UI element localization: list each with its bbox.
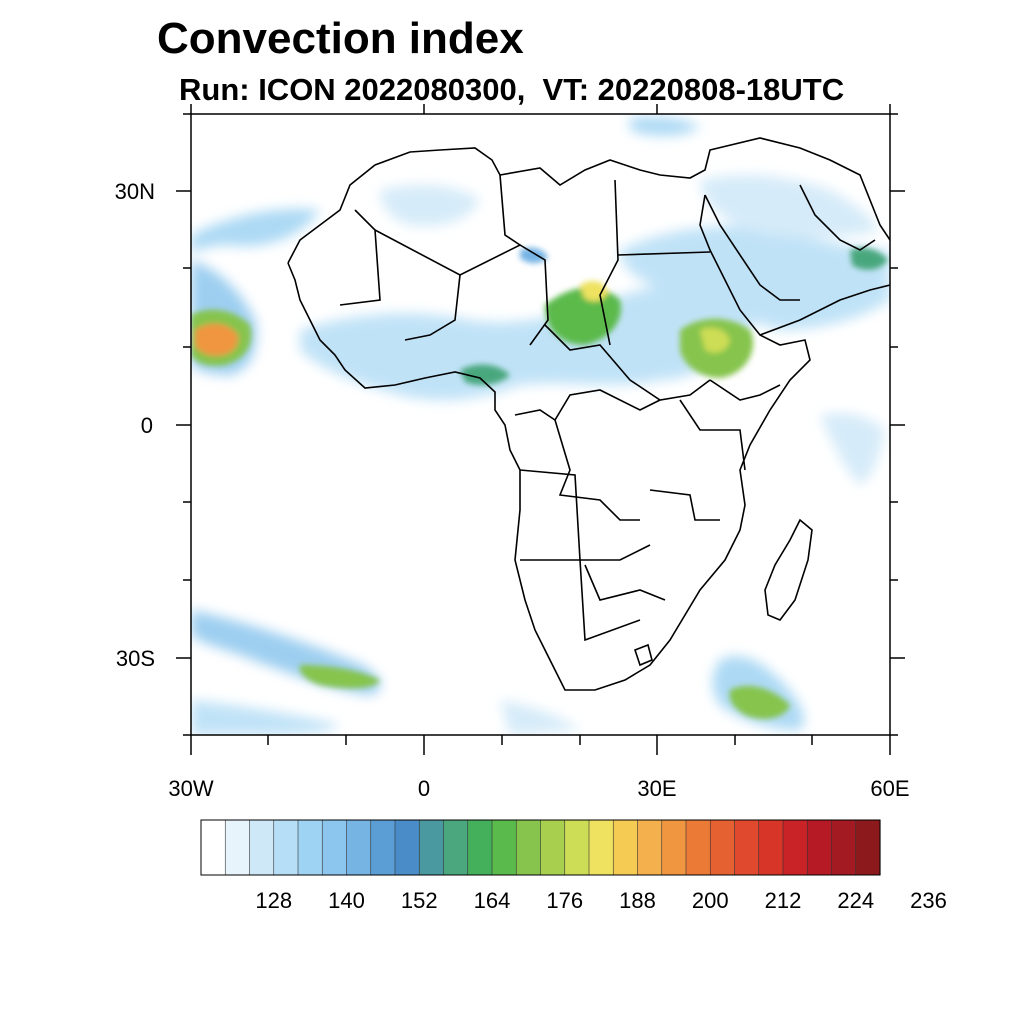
colorbar-swatch bbox=[855, 819, 881, 876]
convection-field bbox=[191, 116, 890, 735]
colorbar-tick-label: 212 bbox=[764, 888, 802, 913]
colorbar-tick-label: 236 bbox=[910, 888, 947, 913]
colorbar-tick-label: 152 bbox=[400, 888, 438, 913]
colorbar-swatch bbox=[370, 819, 396, 876]
colorbar-swatch bbox=[806, 819, 833, 876]
colorbar-swatch bbox=[249, 819, 275, 876]
colorbar-swatch bbox=[346, 819, 372, 876]
colorbar-swatch bbox=[540, 819, 566, 876]
colorbar-tick-label: 224 bbox=[837, 888, 875, 913]
colorbar-swatch bbox=[612, 819, 639, 876]
colorbar-swatch bbox=[394, 819, 420, 876]
colorbar-swatch bbox=[661, 819, 687, 876]
plot-title: Convection index bbox=[157, 14, 524, 63]
colorbar-swatch bbox=[224, 819, 251, 876]
colorbar-swatch bbox=[200, 819, 226, 876]
colorbar-outline bbox=[200, 819, 881, 876]
lon-label-60e: 60E bbox=[870, 776, 910, 801]
colorbar-tick-label: 128 bbox=[255, 888, 293, 913]
colorbar-swatch bbox=[491, 819, 517, 876]
colorbar-tick-label: 200 bbox=[691, 888, 729, 913]
colorbar-tick-label: 188 bbox=[619, 888, 656, 913]
colorbar-swatch bbox=[637, 819, 663, 876]
colorbar-tick-label: 164 bbox=[473, 888, 511, 913]
colorbar-tick-label: 140 bbox=[328, 888, 365, 913]
plot-subtitle: Run: ICON 2022080300, VT: 20220808-18UTC bbox=[179, 72, 845, 107]
colorbar-swatch bbox=[782, 819, 808, 876]
colorbar-swatch bbox=[467, 819, 493, 876]
colorbar-swatch bbox=[564, 819, 590, 876]
colorbar-swatch bbox=[709, 819, 736, 876]
lat-label-30s: 30S bbox=[115, 646, 155, 671]
colorbar-swatch bbox=[588, 819, 614, 876]
colorbar-swatch bbox=[515, 819, 542, 876]
colorbar-tick-label: 176 bbox=[546, 888, 584, 913]
colorbar-swatch bbox=[273, 819, 299, 876]
colorbar-swatch bbox=[321, 819, 348, 876]
coastline-borders bbox=[287, 137, 890, 691]
lon-label-30w: 30W bbox=[168, 776, 214, 801]
lat-label-30n: 30N bbox=[114, 179, 155, 204]
lat-label-0: 0 bbox=[140, 413, 153, 438]
colorbar-swatch bbox=[685, 819, 711, 876]
lon-label-0: 0 bbox=[417, 776, 431, 801]
colorbar-swatch bbox=[831, 819, 857, 876]
colorbar-swatch bbox=[734, 819, 760, 876]
axis-ticks bbox=[176, 104, 905, 755]
colorbar-swatch bbox=[758, 819, 784, 876]
colorbar-swatch bbox=[418, 819, 445, 876]
colorbar bbox=[200, 819, 881, 876]
lon-label-30e: 30E bbox=[637, 776, 677, 801]
colorbar-swatch bbox=[443, 819, 469, 876]
colorbar-swatch bbox=[297, 819, 323, 876]
